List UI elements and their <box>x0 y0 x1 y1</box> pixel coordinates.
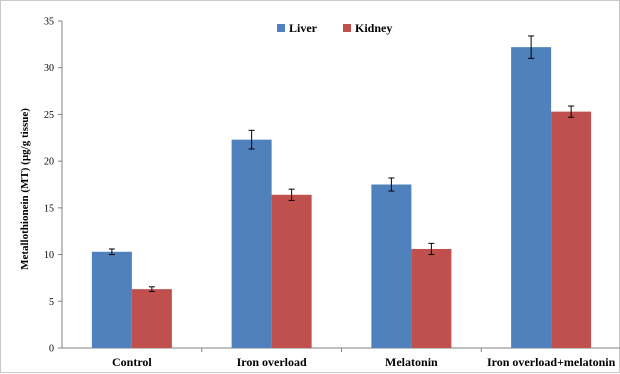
category-labels: Control Iron overload Melatonin Iron overlo… <box>112 355 616 369</box>
y-tick-label: 30 <box>44 63 54 74</box>
y-tick-label: 10 <box>44 250 54 261</box>
y-tick-label: 15 <box>44 203 54 214</box>
bar-kidney-2 <box>411 248 452 348</box>
bar-liver-3 <box>511 47 552 348</box>
x-category-label: Iron overload+melatonin <box>487 355 616 369</box>
bar-liver-2 <box>371 184 412 348</box>
y-tick-label: 0 <box>49 344 54 355</box>
tick-labels: 0 5 10 15 20 25 30 35 <box>44 17 54 355</box>
bars <box>91 35 592 348</box>
bar-liver-1 <box>231 139 272 348</box>
y-tick-label: 5 <box>49 297 54 308</box>
legend-swatch-liver <box>277 24 285 32</box>
y-tick-label: 35 <box>44 17 54 28</box>
x-category-label: Control <box>112 355 152 369</box>
legend-label-kidney: Kidney <box>355 21 392 35</box>
y-tick-label: 20 <box>44 157 54 168</box>
bar-kidney-1 <box>271 194 312 348</box>
bar-liver-0 <box>91 251 132 348</box>
x-category-label: Iron overload <box>237 355 307 369</box>
legend: Liver Kidney <box>277 21 392 35</box>
y-axis-label: Metallothionein (MT) (µg/g tissue) <box>19 108 31 270</box>
legend-swatch-kidney <box>343 24 351 32</box>
bar-kidney-3 <box>551 111 592 348</box>
bar-kidney-0 <box>131 289 172 348</box>
y-tick-label: 25 <box>44 110 54 121</box>
x-category-label: Melatonin <box>385 355 438 369</box>
legend-label-liver: Liver <box>289 21 318 35</box>
